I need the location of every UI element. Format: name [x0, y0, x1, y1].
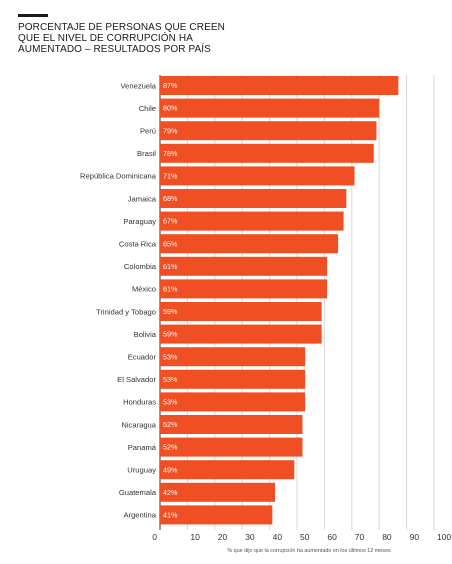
category-label: Panamá — [128, 443, 157, 452]
bar — [160, 256, 328, 276]
bar — [160, 505, 273, 525]
bar-value-label: 53% — [163, 375, 178, 384]
category-label: Argentina — [123, 511, 156, 520]
category-label: Bolivia — [134, 330, 157, 339]
bar — [160, 166, 355, 186]
bar — [160, 415, 303, 434]
category-label: Perú — [140, 127, 156, 136]
bar — [160, 279, 328, 299]
x-axis-label: % que dijo que la corrupción ha aumentad… — [227, 548, 391, 554]
category-label: Venezuela — [121, 81, 157, 90]
bar — [160, 234, 339, 254]
bars: 87% 80% 79% 78% 71% 68% 67% 65% 61% 61% 59% 59% 53% 5… — [160, 76, 399, 525]
x-tick-label: 30 — [245, 532, 255, 542]
bar — [160, 369, 306, 389]
x-tick-label: 50 — [300, 532, 310, 542]
title-rule — [18, 14, 48, 17]
bar — [160, 189, 347, 208]
x-tick-label: 70 — [355, 532, 365, 542]
bar — [160, 460, 295, 480]
x-tick-label: 0 — [152, 532, 157, 542]
category-label: República Dominicana — [80, 172, 157, 181]
bar-value-label: 42% — [163, 488, 178, 497]
bar-value-label: 52% — [163, 420, 178, 429]
bar — [160, 121, 377, 141]
x-tick-label: 40 — [273, 532, 283, 542]
bar-value-label: 78% — [163, 149, 178, 158]
bar-value-label: 68% — [163, 194, 178, 203]
category-label: Nicaragua — [121, 420, 156, 429]
category-label: Trinidad y Tobago — [96, 307, 156, 316]
bar — [160, 143, 374, 163]
bar — [160, 392, 306, 412]
bar-value-label: 65% — [163, 239, 178, 248]
bar — [160, 437, 303, 457]
bar-value-label: 59% — [163, 330, 178, 339]
x-tick-label: 60 — [327, 532, 337, 542]
bar-value-label: 61% — [163, 262, 178, 271]
chart-title-line-1: PORCENTAJE DE PERSONAS QUE CREEN — [18, 22, 225, 33]
bar — [160, 211, 344, 231]
x-axis-ticks: 0 10 20 30 40 50 60 70 80 90 100 — [152, 532, 451, 542]
category-label: Colombia — [124, 262, 157, 271]
bar-value-label: 71% — [163, 172, 178, 181]
category-label: El Salvador — [117, 375, 156, 384]
category-label: Chile — [139, 104, 156, 113]
bar — [160, 482, 276, 502]
bar-value-label: 79% — [163, 126, 178, 135]
bar — [160, 98, 380, 118]
category-labels: Venezuela Chile Perú Brasil República Domini… — [80, 81, 157, 519]
bar-value-label: 61% — [163, 285, 178, 294]
category-label: Paraguay — [123, 217, 156, 226]
bar-value-label: 59% — [163, 307, 178, 316]
bar — [160, 76, 399, 95]
chart-title-line-2: QUE EL NIVEL DE CORRUPCIÓN HA — [18, 33, 193, 44]
bar-value-label: 53% — [163, 398, 178, 407]
bar-value-label: 53% — [163, 352, 178, 361]
bar-value-label: 49% — [163, 465, 178, 474]
bar-value-label: 67% — [163, 217, 178, 226]
chart-title-line-3: AUMENTADO – RESULTADOS POR PAÍS — [18, 44, 211, 55]
bar-value-label: 41% — [163, 511, 178, 520]
bar-value-label: 80% — [163, 104, 178, 113]
category-label: Jamaica — [128, 194, 157, 203]
category-label: Ecuador — [128, 353, 157, 362]
category-label: Uruguay — [127, 466, 156, 475]
bar — [160, 324, 322, 344]
category-label: Brasil — [137, 149, 156, 158]
bar — [160, 302, 322, 321]
x-tick-label: 90 — [410, 532, 420, 542]
bar — [160, 347, 306, 367]
x-tick-label: 100 — [437, 532, 451, 542]
category-label: Costa Rica — [119, 240, 157, 249]
chart-title: PORCENTAJE DE PERSONAS QUE CREEN QUE EL … — [18, 22, 258, 55]
bar-value-label: 87% — [163, 81, 178, 90]
x-tick-label: 80 — [382, 532, 392, 542]
x-tick-label: 20 — [218, 532, 228, 542]
bar-value-label: 52% — [163, 443, 178, 452]
x-tick-label: 10 — [190, 532, 200, 542]
category-label: México — [132, 285, 156, 294]
category-label: Guatemala — [119, 488, 157, 497]
category-label: Honduras — [123, 398, 156, 407]
